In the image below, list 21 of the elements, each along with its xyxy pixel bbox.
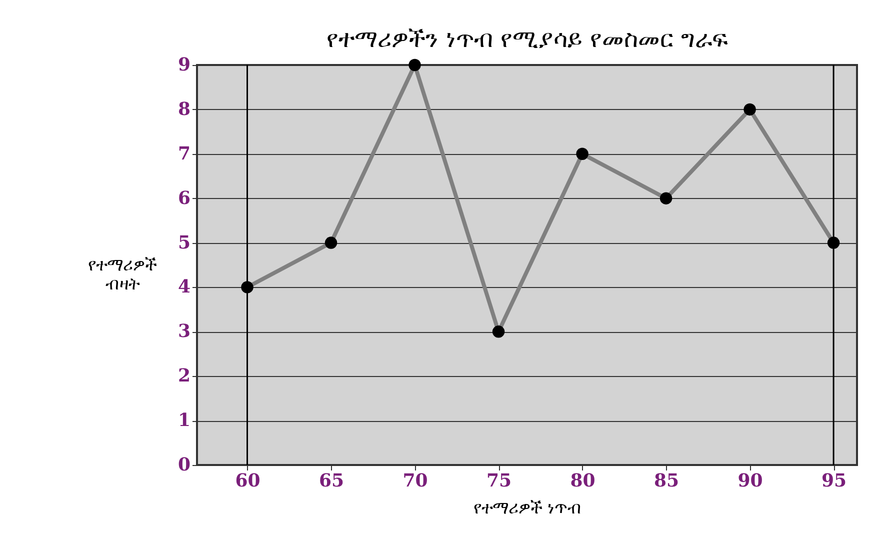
- x-tick-label: 65: [318, 470, 344, 492]
- y-tick-label: 5: [178, 232, 190, 254]
- y-axis-title: የተማሪዎች ብዛት: [88, 256, 157, 294]
- x-tick-label: 60: [235, 470, 260, 492]
- x-tick-label: 90: [738, 470, 763, 492]
- x-tick-label: 80: [570, 470, 596, 492]
- y-tick-label: 8: [178, 98, 190, 120]
- y-tick-label: 6: [178, 188, 190, 209]
- x-tick-label: 75: [486, 470, 512, 492]
- y-tick-label: 2: [178, 366, 190, 387]
- y-tick-label: 1: [178, 410, 190, 432]
- y-tick-label: 7: [178, 143, 190, 164]
- x-tick-label: 70: [402, 470, 428, 492]
- x-axis-title: የተማሪዎች ነጥብ: [473, 498, 582, 518]
- y-tick-label: 3: [178, 321, 190, 342]
- y-tick-label: 4: [178, 276, 190, 298]
- y-tick-label: 9: [178, 54, 190, 76]
- x-tick-label: 95: [822, 470, 847, 492]
- x-tick-label: 85: [654, 470, 680, 492]
- y-tick-label: 0: [178, 454, 190, 476]
- chart-title: የተማሪዎችን ነጥብ የሚያሳይ የመስመር ግራፍ: [326, 25, 728, 53]
